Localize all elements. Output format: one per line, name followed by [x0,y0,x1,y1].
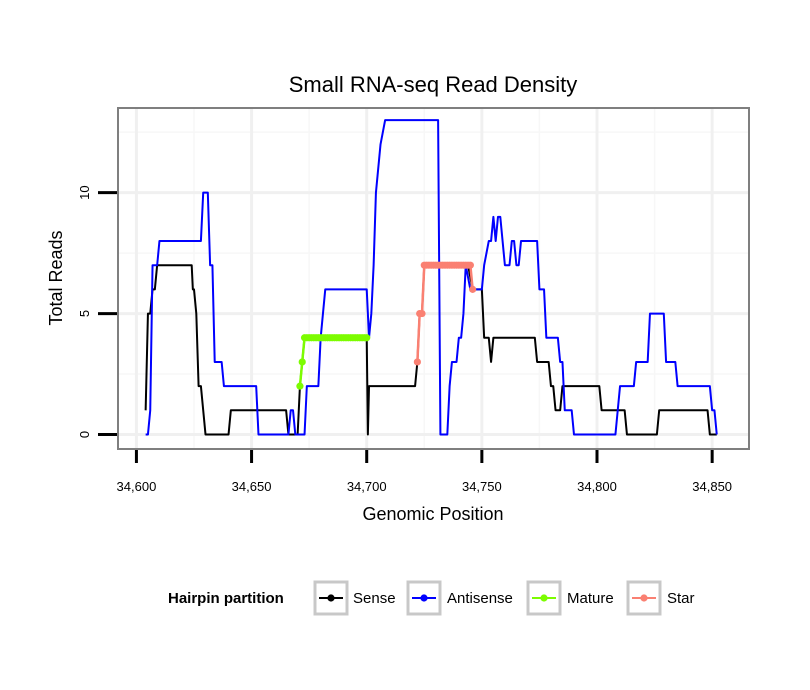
data-point-mature [298,358,306,366]
y-tick-label: 0 [77,431,92,438]
y-axis-title: Total Reads [46,230,66,325]
legend-title: Hairpin partition [168,590,284,607]
y-tick-label: 10 [77,185,92,199]
legend-label-antisense: Antisense [447,590,513,607]
x-tick-label: 34,850 [692,479,732,494]
data-point-star [418,309,426,318]
legend-label-star: Star [667,590,695,607]
x-tick-label: 34,600 [117,479,157,494]
legend-key-point-mature [540,594,548,602]
chart-title: Small RNA-seq Read Density [289,72,578,97]
x-tick-label: 34,800 [577,479,617,494]
x-tick-label: 34,700 [347,479,387,494]
series-points [296,261,477,390]
legend-key-point-sense [327,594,335,602]
legend: Hairpin partition Sense Antisense Mature St… [168,580,695,616]
legend-item-mature: Mature [526,580,614,616]
x-tick-label: 34,750 [462,479,502,494]
legend-item-sense: Sense [313,580,396,616]
legend-key-point-antisense [420,594,428,602]
x-tick-label: 34,650 [232,479,272,494]
data-point-star [413,358,421,366]
y-tick-label: 5 [77,310,92,317]
x-axis-title: Genomic Position [362,504,503,524]
legend-item-antisense: Antisense [406,580,513,616]
legend-item-star: Star [626,580,695,616]
legend-key-point-star [640,594,648,602]
data-point-star [469,285,477,293]
x-axis: 34,600 34,650 34,700 34,750 34,800 34,850 [117,450,732,494]
plot-border [117,107,750,450]
data-point-star [466,261,474,269]
data-point-mature [296,382,304,390]
data-point-mature [363,334,371,342]
y-axis: 0 5 10 [77,185,117,438]
legend-label-sense: Sense [353,590,396,607]
plot-panel [118,108,749,449]
legend-label-mature: Mature [567,590,614,607]
